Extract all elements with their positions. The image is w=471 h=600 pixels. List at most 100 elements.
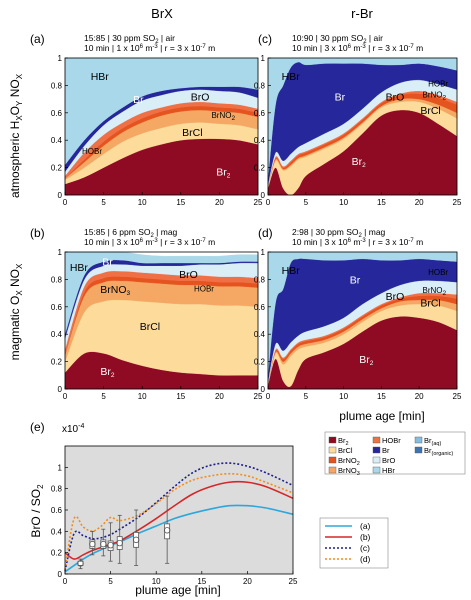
panel-d-y-tick-label: 1 — [261, 248, 266, 257]
panel-letter-e: (e) — [30, 420, 45, 434]
legend-swatch-HBr — [372, 466, 381, 474]
legend-swatch-BrNO2 — [328, 456, 337, 464]
panel-d-x-tick-label: 10 — [339, 392, 348, 401]
panel-c-x-tick-label: 5 — [304, 198, 309, 207]
legend-label-Br2: Br2 — [338, 436, 349, 447]
legend-swatch-HOBr — [372, 436, 381, 444]
e-x-axis-label: plume age [min] — [135, 583, 220, 597]
panel-a-x-tick-label: 20 — [215, 198, 224, 207]
panel-c-x-tick-label: 25 — [453, 198, 462, 207]
legend-label-Br_org: Br(organic) — [424, 446, 453, 457]
panel-a-x-tick-label: 15 — [176, 198, 185, 207]
legend-swatch-Br_aq — [414, 436, 423, 444]
panel-e-x-tick-label: 20 — [243, 577, 252, 586]
panel-b-x-tick-label: 25 — [254, 392, 263, 401]
panel-e-box-median — [163, 527, 171, 534]
panel-c-y-tick-label: 0 — [261, 191, 266, 200]
panel-d-label-BrCl: BrCl — [420, 298, 440, 310]
row-label-bottom: magmatic OX NOX — [8, 263, 24, 360]
legend-label-BrNO2: BrNO2 — [338, 456, 360, 467]
legend-swatch-Br2 — [328, 436, 337, 444]
panel-b-label-HOBr: HOBr — [194, 285, 214, 294]
panel-c-label-BrCl: BrCl — [420, 105, 440, 117]
panel-b-y-tick-label: 0.6 — [51, 303, 63, 312]
panel-b-label-Br2: Br2 — [100, 366, 115, 379]
panel-a-header-1: 15:85 | 30 ppm SO2 | air — [84, 33, 175, 45]
panel-c-header-1: 10:90 | 30 ppm SO2 | air — [292, 33, 383, 45]
legend-line-label-line_b: (b) — [360, 532, 371, 542]
panel-c-y-tick-label: 0.4 — [254, 136, 266, 145]
panel-e-box-median — [89, 540, 96, 548]
panel-d-frame — [267, 251, 458, 390]
panel-e-x-tick-label: 15 — [197, 577, 206, 586]
legend-label-BrO: BrO — [382, 456, 396, 465]
panel-c-y-tick-label: 0.8 — [254, 81, 266, 90]
panel-d-label-Br: Br — [350, 274, 361, 286]
panel-d-y-tick-label: 0.8 — [254, 275, 266, 284]
panel-b-x-tick-label: 5 — [101, 392, 106, 401]
panel-b-x-tick-label: 10 — [138, 392, 147, 401]
panel-e-box-median — [132, 536, 140, 544]
panel-e-x-tick-label: 25 — [289, 577, 298, 586]
panel-c-frame — [267, 57, 458, 196]
panel-a-y-tick-label: 0.2 — [51, 164, 63, 173]
panel-a-label-BrNO2: BrNO2 — [211, 111, 235, 122]
panel-letter-b: (b) — [30, 226, 45, 240]
legend-swatch-Br_org — [414, 446, 423, 454]
panel-c-label-HBr: HBr — [282, 71, 301, 83]
panel-c-x-tick-label: 0 — [266, 198, 271, 207]
panel-a-y-tick-label: 0.8 — [51, 81, 63, 90]
row-label-top: atmospheric HXOY NOX — [8, 73, 24, 198]
panel-d-label-HOBr: HOBr — [428, 268, 448, 277]
legend-swatch-Br — [372, 446, 381, 454]
panel-c-y-tick-label: 0.2 — [254, 164, 266, 173]
panel-a-y-tick-label: 0.4 — [51, 136, 63, 145]
panel-e-line-line_a — [64, 504, 294, 573]
panel-e-box — [116, 536, 123, 550]
panel-a-label-Br2: Br2 — [216, 167, 231, 180]
panel-e-y-tick-label: 0 — [58, 570, 63, 579]
panel-e-box-median — [107, 542, 114, 549]
panel-a-label-HBr: HBr — [91, 71, 110, 83]
panel-b-x-tick-label: 15 — [176, 392, 185, 401]
panel-a-frame — [64, 57, 259, 196]
panel-d-y-tick-label: 0.4 — [254, 330, 266, 339]
panel-a-y-tick-label: 0.6 — [51, 109, 63, 118]
panel-e-box-median — [116, 539, 123, 547]
panel-b-label-BrO: BrO — [179, 269, 198, 281]
panel-b-label-HBr: HBr — [70, 262, 89, 274]
legend-line-label-line_c: (c) — [360, 543, 370, 553]
panel-e-y-tick-label: 0.4 — [51, 527, 63, 536]
panel-b-y-tick-label: 0 — [58, 385, 63, 394]
legend-swatch-BrCl — [328, 446, 337, 454]
panel-b-x-tick-label: 20 — [215, 392, 224, 401]
panel-a-y-tick-label: 1 — [58, 54, 63, 63]
panel-a-x-tick-label: 5 — [101, 198, 106, 207]
panel-e-box — [164, 523, 171, 540]
panel-c-label-HOBr: HOBr — [428, 80, 448, 89]
panel-b-header-2: 10 min | 3 x 106 m-3 | r = 3 x 10-7 m — [84, 237, 215, 247]
panel-c-label-Br2: Br2 — [352, 156, 367, 169]
panel-b-label-BrNO3: BrNO3 — [100, 284, 130, 297]
legend-line-label-line_a: (a) — [360, 521, 371, 531]
panel-e-plot-area — [65, 446, 293, 574]
legend-label-BrCl: BrCl — [338, 446, 353, 455]
panel-c-header-2: 10 min | 3 x 106 m-3 | r = 3 x 10-7 m — [292, 43, 423, 53]
x-axis-label-stacked: plume age [min] — [339, 409, 424, 423]
legend-line-label-line_d: (d) — [360, 554, 371, 564]
panel-c-label-BrO: BrO — [386, 91, 405, 103]
panel-e-box-median — [77, 560, 84, 567]
panel-c-x-tick-label: 10 — [339, 198, 348, 207]
panel-b-header-1: 15:85 | 6 ppm SO2 | mag — [84, 227, 178, 239]
legend-label-BrNO3: BrNO3 — [338, 466, 360, 477]
panel-a-label-Br: Br — [133, 94, 144, 106]
panel-b-y-tick-label: 0.2 — [51, 358, 63, 367]
panel-e-x-tick-label: 5 — [108, 577, 113, 586]
legend-swatch-BrO — [372, 456, 381, 464]
legend-swatch-BrNO3 — [328, 466, 337, 474]
panel-a-label-BrCl: BrCl — [182, 127, 202, 139]
column-title-left: BrX — [151, 6, 173, 21]
panel-e-y-tick-label: 0.2 — [51, 549, 63, 558]
legend-label-HBr: HBr — [382, 466, 395, 475]
